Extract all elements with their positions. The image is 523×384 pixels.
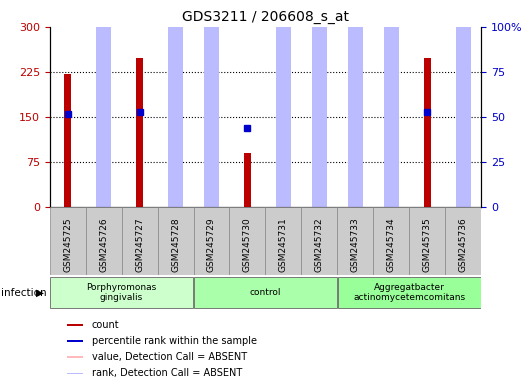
Text: Aggregatbacter
actinomycetemcomitans: Aggregatbacter actinomycetemcomitans: [353, 283, 465, 303]
FancyBboxPatch shape: [86, 207, 121, 275]
Bar: [348, 0, 363, 207]
Bar: [277, 119, 289, 207]
Text: rank, Detection Call = ABSENT: rank, Detection Call = ABSENT: [92, 368, 242, 379]
Bar: [457, 118, 469, 207]
Bar: [67, 372, 83, 374]
Bar: [424, 58, 431, 207]
Bar: [204, 14, 219, 207]
Text: GSM245729: GSM245729: [207, 217, 216, 272]
Text: GSM245725: GSM245725: [63, 217, 72, 272]
FancyBboxPatch shape: [50, 277, 193, 308]
FancyBboxPatch shape: [194, 207, 230, 275]
Title: GDS3211 / 206608_s_at: GDS3211 / 206608_s_at: [182, 10, 349, 25]
FancyBboxPatch shape: [337, 207, 373, 275]
FancyBboxPatch shape: [445, 207, 481, 275]
Bar: [349, 109, 361, 207]
Bar: [244, 153, 251, 207]
FancyBboxPatch shape: [50, 207, 86, 275]
Bar: [456, 0, 471, 207]
Text: GSM245736: GSM245736: [459, 217, 468, 272]
Text: GSM245732: GSM245732: [315, 217, 324, 272]
FancyBboxPatch shape: [121, 207, 157, 275]
FancyBboxPatch shape: [230, 207, 266, 275]
FancyBboxPatch shape: [194, 277, 337, 308]
Text: GSM245727: GSM245727: [135, 217, 144, 272]
Text: GSM245730: GSM245730: [243, 217, 252, 272]
Text: infection: infection: [1, 288, 47, 298]
Bar: [98, 146, 110, 207]
FancyBboxPatch shape: [409, 207, 445, 275]
Bar: [168, 0, 183, 207]
FancyBboxPatch shape: [338, 277, 481, 308]
Bar: [169, 118, 181, 207]
Bar: [96, 0, 111, 207]
Bar: [312, 0, 327, 207]
Text: GSM245728: GSM245728: [171, 217, 180, 272]
FancyBboxPatch shape: [373, 207, 409, 275]
Bar: [385, 126, 397, 207]
Text: GSM245734: GSM245734: [387, 217, 396, 272]
Text: percentile rank within the sample: percentile rank within the sample: [92, 336, 257, 346]
Bar: [67, 340, 83, 342]
FancyBboxPatch shape: [266, 207, 301, 275]
Bar: [206, 158, 218, 207]
FancyBboxPatch shape: [157, 207, 194, 275]
Bar: [313, 130, 325, 207]
FancyBboxPatch shape: [301, 207, 337, 275]
Text: GSM245735: GSM245735: [423, 217, 431, 272]
Bar: [67, 356, 83, 358]
Text: GSM245731: GSM245731: [279, 217, 288, 272]
Text: value, Detection Call = ABSENT: value, Detection Call = ABSENT: [92, 352, 247, 362]
Bar: [276, 0, 291, 207]
Text: GSM245733: GSM245733: [351, 217, 360, 272]
Bar: [67, 324, 83, 326]
Bar: [136, 58, 143, 207]
Text: GSM245726: GSM245726: [99, 217, 108, 272]
Bar: [384, 0, 399, 207]
Text: control: control: [249, 288, 281, 297]
Text: count: count: [92, 320, 119, 330]
Bar: [64, 74, 71, 207]
Text: ▶: ▶: [36, 288, 43, 298]
Text: Porphyromonas
gingivalis: Porphyromonas gingivalis: [86, 283, 157, 303]
